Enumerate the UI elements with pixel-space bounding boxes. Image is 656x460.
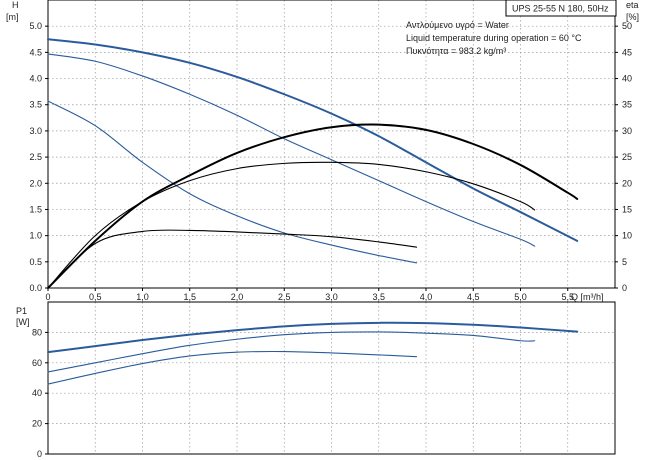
x-axis-label: Q [m³/h] — [571, 292, 604, 302]
x-tick-label: 5,0 — [514, 292, 527, 302]
y-axis-label-power: P1 — [16, 306, 27, 316]
y-tick-label-left: 1.5 — [29, 204, 42, 214]
y-axis-label-eta: eta — [626, 0, 639, 10]
x-tick-label: 1,0 — [136, 292, 149, 302]
x-tick-label: 5,5 — [561, 292, 574, 302]
x-tick-label: 4,0 — [420, 292, 433, 302]
info-line-density: Πυκνότητα = 983.2 kg/m³ — [406, 46, 506, 56]
y-axis-unit-power: [W] — [16, 317, 30, 327]
y-axis-label-head: H — [12, 0, 19, 10]
y-tick-label-power: 0 — [37, 449, 42, 459]
info-line-temperature: Liquid temperature during operation = 60… — [406, 33, 582, 43]
y-tick-label-left: 0.5 — [29, 257, 42, 267]
power-panel-series — [47, 321, 579, 385]
y-tick-label-left: 3.5 — [29, 100, 42, 110]
y-tick-label-right: 35 — [622, 100, 632, 110]
y-tick-label-left: 4.5 — [29, 47, 42, 57]
y-tick-label-left: 0.0 — [29, 283, 42, 293]
y-tick-label-right: 30 — [622, 126, 632, 136]
power-curve-3 — [47, 350, 418, 385]
x-tick-label: 3,0 — [325, 292, 338, 302]
x-tick-label: 2,5 — [278, 292, 291, 302]
axis-ticks — [45, 25, 618, 455]
head-curve-1 — [47, 38, 579, 242]
y-tick-label-power: 20 — [32, 419, 42, 429]
info-line-fluid: Αντλούμενο υγρό = Water — [406, 20, 509, 30]
y-tick-label-left: 1.0 — [29, 231, 42, 241]
y-tick-label-left: 2.0 — [29, 178, 42, 188]
y-tick-label-power: 80 — [32, 327, 42, 337]
x-tick-label: 2,0 — [231, 292, 244, 302]
y-tick-label-right: 50 — [622, 21, 632, 31]
y-tick-label-left: 2.5 — [29, 152, 42, 162]
efficiency-curve-1 — [47, 123, 579, 289]
head-panel-series — [47, 38, 579, 289]
head-panel-grid — [48, 0, 615, 288]
y-tick-label-right: 40 — [622, 74, 632, 84]
chart-title: UPS 25-55 N 180, 50Hz — [512, 4, 609, 14]
x-tick-label: 0,5 — [89, 292, 102, 302]
x-tick-label: 4,5 — [467, 292, 480, 302]
y-axis-unit-head: [m] — [6, 12, 19, 22]
y-tick-label-left: 4.0 — [29, 74, 42, 84]
efficiency-curve-3 — [47, 229, 418, 289]
y-tick-label-right: 25 — [622, 152, 632, 162]
title-box — [505, 0, 617, 17]
y-tick-label-right: 20 — [622, 178, 632, 188]
head-curve-3 — [47, 100, 418, 264]
x-tick-label: 3,5 — [372, 292, 385, 302]
head-curve-2 — [47, 53, 536, 247]
axis-labels: 0 0,5 1,0 1,5 2,0 2,5 3,0 3,5 4,0 4,5 5,0 5,5 0.0 0.5… — [6, 0, 639, 459]
y-tick-label-right: 45 — [622, 47, 632, 57]
power-curve-2 — [47, 331, 536, 373]
y-tick-label-right: 15 — [622, 204, 632, 214]
y-tick-label-power: 60 — [32, 358, 42, 368]
y-tick-label-right: 5 — [622, 257, 627, 267]
power-panel-frame — [47, 301, 616, 455]
y-tick-label-left: 5.0 — [29, 21, 42, 31]
efficiency-curve-2 — [47, 161, 536, 289]
power-curve-1 — [47, 321, 579, 354]
y-tick-label-left: 3.0 — [29, 126, 42, 136]
x-tick-label: 1,5 — [183, 292, 196, 302]
y-tick-label-right: 10 — [622, 231, 632, 241]
power-panel-grid — [48, 302, 615, 454]
y-axis-unit-eta: [%] — [626, 12, 639, 22]
y-tick-label-right: 0 — [622, 283, 627, 293]
y-tick-label-power: 40 — [32, 388, 42, 398]
x-tick-label: 0 — [45, 292, 50, 302]
